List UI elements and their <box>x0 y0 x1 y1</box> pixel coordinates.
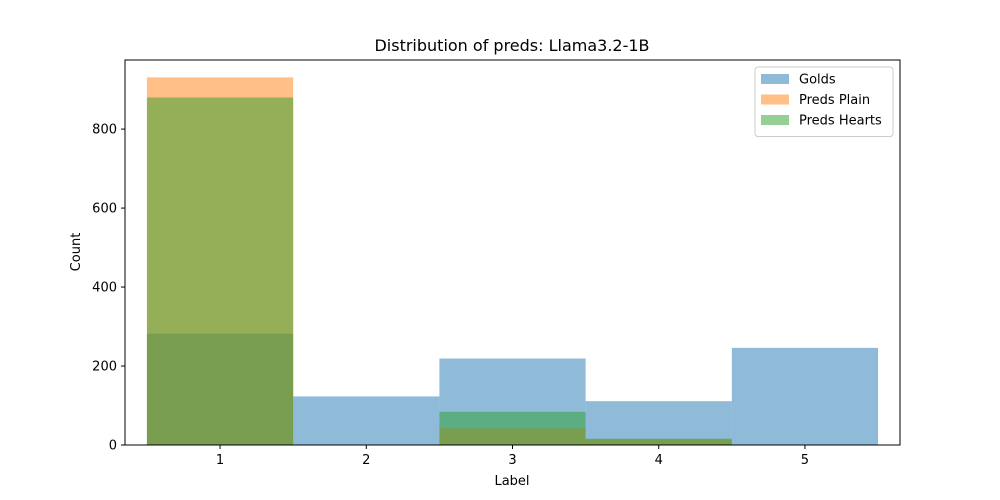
x-axis-ticks: 1 2 3 4 5 <box>216 445 809 468</box>
bar-golds-5 <box>731 347 879 445</box>
x-tick-label: 5 <box>801 453 809 468</box>
x-tick-label: 3 <box>508 453 516 468</box>
legend-label: Preds Plain <box>799 93 870 108</box>
legend-label: Golds <box>799 73 836 88</box>
bars-group <box>146 77 879 445</box>
bar-preds-hearts-4 <box>585 438 732 445</box>
legend: Golds Preds Plain Preds Hearts <box>754 66 894 137</box>
y-tick-label: 800 <box>92 123 117 138</box>
x-tick-label: 2 <box>362 453 370 468</box>
legend-box <box>754 66 894 137</box>
bar-preds-hearts-1 <box>146 97 294 445</box>
x-tick-label: 1 <box>216 453 224 468</box>
x-axis-label: Label <box>494 474 529 489</box>
chart-title: Distribution of preds: Llama3.2-1B <box>374 36 649 55</box>
y-tick-label: 200 <box>92 360 117 375</box>
y-tick-label: 0 <box>109 439 117 454</box>
bar-golds-4 <box>585 401 732 445</box>
legend-swatch-preds-plain <box>761 94 789 105</box>
legend-swatch-preds-hearts <box>761 115 789 125</box>
legend-label: Preds Hearts <box>799 114 882 129</box>
x-tick-label: 4 <box>655 453 663 468</box>
plot-frame <box>124 59 901 446</box>
y-tick-label: 400 <box>92 281 117 296</box>
bar-preds-hearts-3 <box>439 411 586 445</box>
y-tick-label: 600 <box>92 202 117 217</box>
bar-golds-2 <box>293 396 440 445</box>
y-axis-label: Count <box>69 233 84 272</box>
y-axis-ticks: 0 200 400 600 800 <box>92 123 125 454</box>
legend-swatch-golds <box>761 74 789 84</box>
